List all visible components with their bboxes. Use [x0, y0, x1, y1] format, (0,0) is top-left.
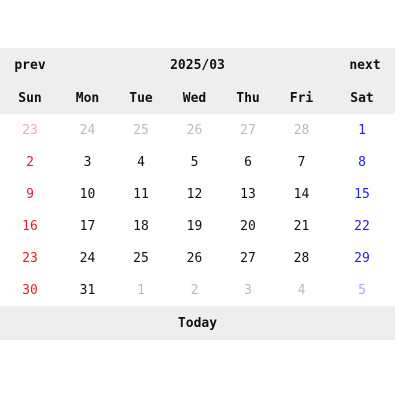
calendar-footer: Today	[0, 306, 395, 340]
day-cell-other-month[interactable]: 27	[240, 122, 256, 138]
day-cell[interactable]: 3	[83, 154, 92, 170]
weekday-mon: Mon	[75, 90, 100, 106]
day-cell-other-month[interactable]: 2	[190, 282, 199, 298]
weekday-tue: Tue	[129, 90, 153, 106]
day-cell[interactable]: 15	[354, 186, 370, 202]
day-cell[interactable]: 8	[358, 154, 366, 170]
day-cell[interactable]: 17	[79, 218, 96, 234]
day-cell-other-month[interactable]: 1	[137, 282, 145, 298]
weekday-thu: Thu	[236, 90, 260, 106]
day-cell[interactable]: 9	[26, 186, 34, 202]
weekday-wed: Wed	[182, 90, 207, 106]
day-cell[interactable]: 27	[240, 250, 256, 266]
day-cell-other-month[interactable]: 25	[133, 122, 149, 138]
day-cell[interactable]: 7	[297, 154, 306, 170]
prev-month-button[interactable]: prev	[14, 57, 46, 73]
day-cell[interactable]: 30	[22, 282, 38, 298]
day-cell[interactable]: 20	[240, 218, 256, 234]
day-cell-other-month[interactable]: 3	[244, 282, 252, 298]
day-cell[interactable]: 24	[79, 250, 96, 266]
day-cell[interactable]: 6	[244, 154, 252, 170]
day-cell[interactable]: 14	[293, 186, 310, 202]
day-cell[interactable]: 23	[22, 250, 38, 266]
today-button[interactable]: Today	[177, 315, 218, 331]
day-cell-other-month[interactable]: 24	[79, 122, 96, 138]
day-cell-other-month[interactable]: 28	[293, 122, 310, 138]
day-cell[interactable]: 13	[240, 186, 256, 202]
day-cell-other-month[interactable]: 4	[297, 282, 306, 298]
weekday-sun: Sun	[18, 90, 42, 106]
weekday-sat: Sat	[350, 90, 374, 106]
day-cell[interactable]: 12	[186, 186, 203, 202]
day-cell[interactable]: 11	[133, 186, 149, 202]
day-cell-other-month[interactable]: 23	[22, 122, 38, 138]
day-cell[interactable]: 22	[354, 218, 370, 234]
day-cell[interactable]: 28	[293, 250, 310, 266]
day-cell[interactable]: 25	[133, 250, 149, 266]
day-cell[interactable]: 2	[26, 154, 34, 170]
day-cell-other-month[interactable]: 5	[358, 282, 366, 298]
day-cell[interactable]: 16	[22, 218, 38, 234]
weekday-fri: Fri	[289, 90, 314, 106]
month-title: 2025/03	[170, 57, 225, 73]
day-cell[interactable]: 21	[293, 218, 310, 234]
date-picker-calendar: prev 2025/03 next Sun Mon Tue Wed Thu Fr…	[0, 48, 395, 340]
day-cell[interactable]: 5	[190, 154, 199, 170]
calendar-header: prev 2025/03 next	[0, 48, 395, 82]
weekday-header-row: Sun Mon Tue Wed Thu Fri Sat	[0, 82, 395, 114]
day-cell[interactable]: 19	[186, 218, 203, 234]
day-cell[interactable]: 1	[358, 122, 366, 138]
day-cell-other-month[interactable]: 26	[186, 122, 203, 138]
day-cell[interactable]: 10	[79, 186, 96, 202]
day-cell[interactable]: 18	[133, 218, 149, 234]
day-cell[interactable]: 31	[79, 282, 96, 298]
day-cell[interactable]: 29	[354, 250, 370, 266]
days-grid: 23 24 25 26 27 28 1 2 3 4 5 6 7 8 9 10 11 12 13 14 15 16 17 18 1…	[0, 114, 395, 306]
day-cell[interactable]: 26	[186, 250, 203, 266]
next-month-button[interactable]: next	[349, 57, 381, 73]
day-cell[interactable]: 4	[137, 154, 145, 170]
